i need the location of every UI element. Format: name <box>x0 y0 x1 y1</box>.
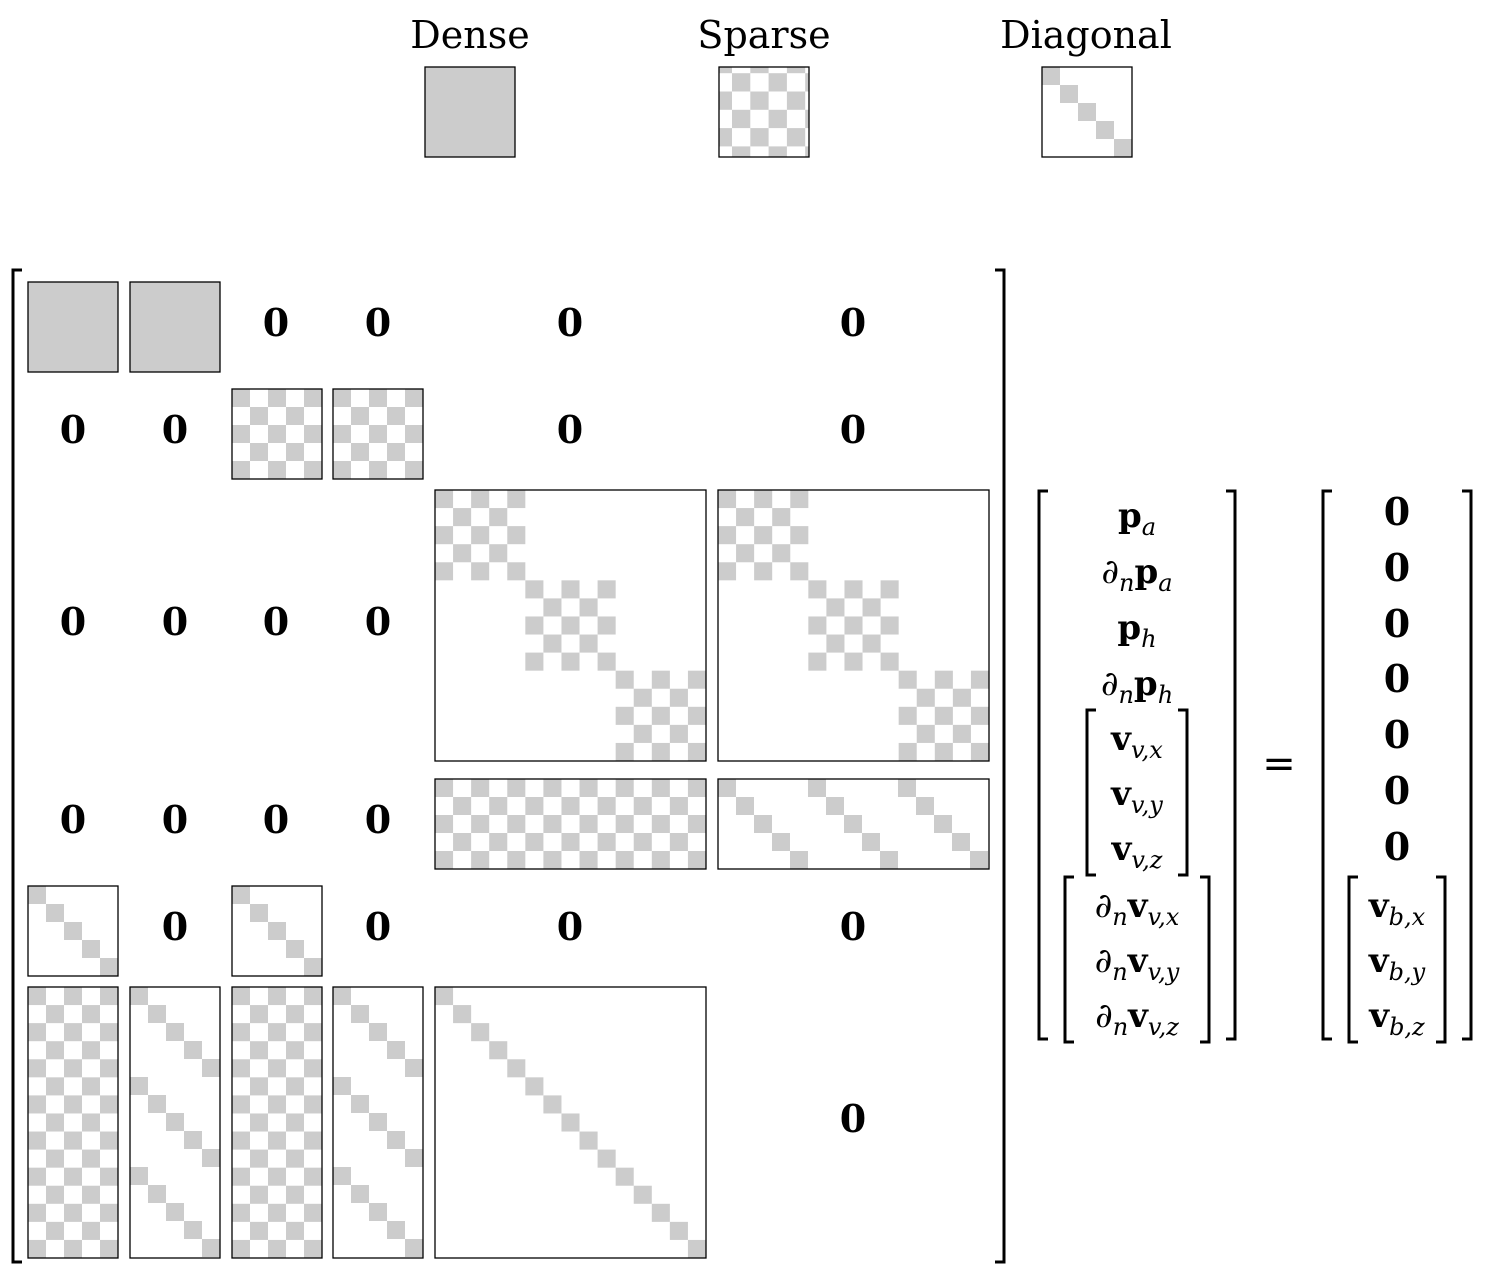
rhs-zero-entry: 0 <box>1384 545 1410 590</box>
matrix-left-bracket <box>11 268 22 1264</box>
entry-v-b-x: vb,x <box>1368 886 1426 931</box>
rhs-zero-entry: 0 <box>1384 489 1410 534</box>
zero-entry: 0 <box>365 599 391 644</box>
legend-dense-label: Dense <box>410 13 529 57</box>
rhs-zero-entry: 0 <box>1384 656 1410 701</box>
equals-sign: = <box>1262 741 1296 787</box>
entry-p-a: pa <box>1118 496 1156 541</box>
sparse-block <box>332 388 424 480</box>
diagonal-block <box>717 778 990 870</box>
zero-entry: 0 <box>840 1096 866 1141</box>
zero-entry: 0 <box>162 599 188 644</box>
normal-velocity-subvector-left-bracket <box>1063 875 1074 1044</box>
unknown-vector: pa ∂npa ph ∂nph vv,x vv,y vv,z ∂nvv,x ∂n… <box>1037 489 1237 1044</box>
zero-entry: 0 <box>365 904 391 949</box>
legend: Dense Sparse Diagonal <box>410 13 1172 158</box>
velocity-subvector-right-bracket <box>1178 708 1189 877</box>
rhs-zero-entry: 0 <box>1384 824 1410 869</box>
sparse-block <box>231 388 323 480</box>
entry-dn-v-v-y: ∂nvv,y <box>1095 941 1180 986</box>
entry-dn-p-a: ∂npa <box>1101 552 1172 597</box>
rhs-zero-entry: 0 <box>1384 712 1410 757</box>
zero-entry: 0 <box>263 797 289 842</box>
diagonal-block <box>231 885 323 977</box>
legend-sparse-swatch <box>718 66 810 158</box>
diagonal-block <box>332 986 424 1259</box>
zero-entry: 0 <box>557 407 583 452</box>
zero-entry: 0 <box>60 599 86 644</box>
entry-p-h: ph <box>1117 608 1156 653</box>
legend-diagonal-swatch <box>1041 66 1133 158</box>
entry-v-b-z: vb,z <box>1368 996 1425 1041</box>
entry-v-v-y: vv,y <box>1110 774 1163 819</box>
zero-entry: 0 <box>840 300 866 345</box>
zero-entry: 0 <box>162 904 188 949</box>
sparse-block <box>434 778 707 870</box>
zero-entry: 0 <box>557 300 583 345</box>
zero-entry: 0 <box>162 797 188 842</box>
zero-entry: 0 <box>365 797 391 842</box>
entry-dn-p-h: ∂nph <box>1101 664 1173 709</box>
dense-block <box>129 281 221 373</box>
sparse-block <box>27 986 119 1259</box>
zero-entry: 0 <box>365 300 391 345</box>
entry-v-v-z: vv,z <box>1111 829 1163 874</box>
legend-dense-swatch <box>424 66 516 158</box>
diagonal-block <box>129 986 221 1259</box>
velocity-subvector-left-bracket <box>1085 708 1096 877</box>
system-matrix <box>27 281 990 1259</box>
zero-entry: 0 <box>263 300 289 345</box>
sparse-block <box>231 986 323 1259</box>
diagonal-block <box>434 986 707 1259</box>
dense-block <box>27 281 119 373</box>
matrix-zero-entries: 0 0 0 0 0 0 0 0 0 0 0 0 0 0 0 0 0 0 0 0 … <box>60 300 866 1141</box>
rhs-zero-entry: 0 <box>1384 601 1410 646</box>
zero-entry: 0 <box>557 904 583 949</box>
normal-velocity-subvector-right-bracket <box>1200 875 1211 1044</box>
boundary-velocity-subvector-right-bracket <box>1436 875 1447 1044</box>
legend-sparse-label: Sparse <box>697 13 830 57</box>
unknown-vector-right-bracket <box>1226 489 1237 1041</box>
entry-v-v-x: vv,x <box>1110 719 1163 764</box>
diagonal-block <box>27 885 119 977</box>
unknown-vector-left-bracket <box>1037 489 1048 1041</box>
block-diagonal-sparse-block <box>717 489 990 762</box>
rhs-vector: 0 0 0 0 0 0 0 vb,x vb,y vb,z <box>1321 489 1473 1044</box>
block-diagonal-sparse-block <box>434 489 707 762</box>
rhs-zero-entry: 0 <box>1384 768 1410 813</box>
zero-entry: 0 <box>162 407 188 452</box>
zero-entry: 0 <box>840 407 866 452</box>
zero-entry: 0 <box>263 599 289 644</box>
zero-entry: 0 <box>60 797 86 842</box>
entry-dn-v-v-z: ∂nvv,z <box>1095 996 1179 1041</box>
entry-v-b-y: vb,y <box>1368 941 1426 986</box>
matrix-right-bracket <box>995 268 1006 1264</box>
zero-entry: 0 <box>60 407 86 452</box>
rhs-vector-left-bracket <box>1321 489 1332 1041</box>
zero-entry: 0 <box>840 904 866 949</box>
boundary-velocity-subvector-left-bracket <box>1347 875 1358 1044</box>
legend-diagonal-label: Diagonal <box>1000 13 1172 57</box>
rhs-vector-right-bracket <box>1462 489 1473 1041</box>
entry-dn-v-v-x: ∂nvv,x <box>1095 886 1180 931</box>
